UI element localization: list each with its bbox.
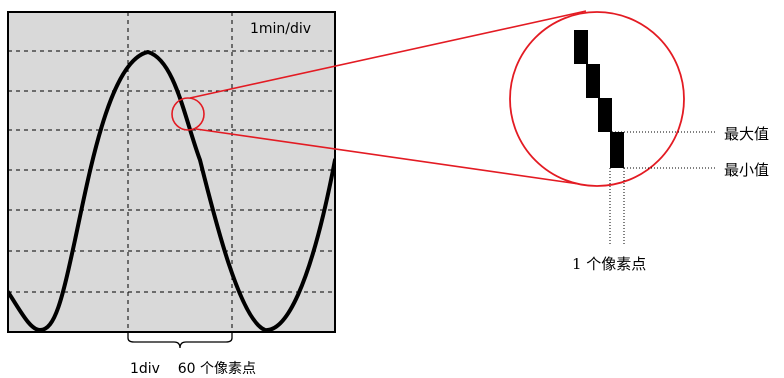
pixel-block [598,98,612,132]
division-brace [127,333,233,349]
pixel-block [610,132,624,168]
zoom-connector-bottom [195,128,587,186]
scale-label: 1min/div [250,21,311,37]
pixel-staircase [574,30,624,168]
pixel-caption: 1 个像素点 [572,255,646,273]
scope-screen: 1min/div [7,11,336,333]
pixel-block [574,30,588,64]
grid-lines [8,12,335,332]
zoom-connector-top [189,10,587,99]
zoom-callout: 最大值 最小值 1 个像素点 [171,10,769,273]
zoom-source-circle [171,97,205,131]
max-value-label: 最大值 [724,125,769,143]
value-guides [609,131,715,246]
zoom-magnified-circle [509,11,685,187]
division-marker: 1div 60 个像素点 [127,333,256,377]
waveform-trace [8,50,335,332]
pixel-block [586,64,600,98]
min-value-label: 最小值 [724,161,769,179]
screen-border [7,11,336,333]
division-caption: 1div 60 个像素点 [130,361,256,377]
screen-background [8,12,335,332]
